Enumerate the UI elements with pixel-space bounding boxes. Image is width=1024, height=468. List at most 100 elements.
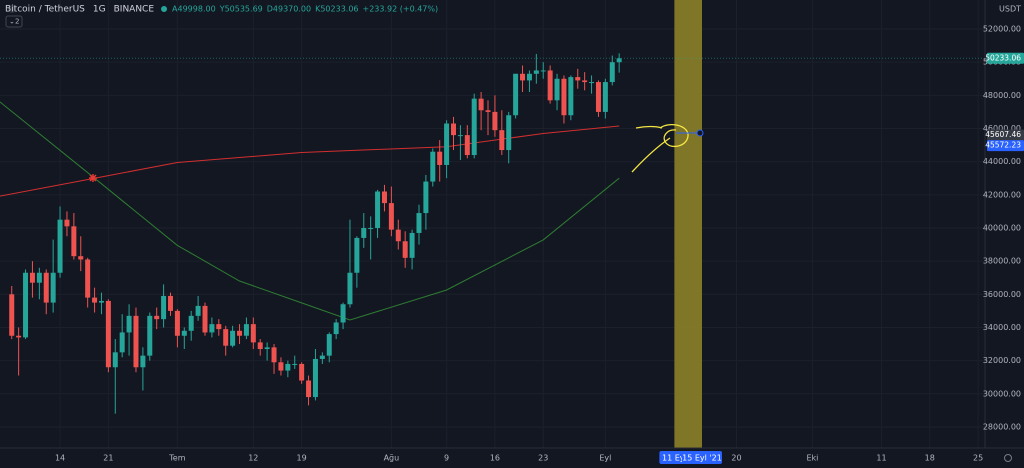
candle-body (195, 305, 201, 316)
candle-body (381, 191, 387, 204)
price-label-bg (987, 129, 1024, 141)
candle-body (430, 151, 436, 182)
x-tick-label: 25 (973, 454, 983, 463)
candle-body (402, 241, 408, 258)
candle-body (395, 229, 401, 242)
candle-body (9, 294, 15, 336)
price-label: 45607.46 (985, 130, 1021, 139)
candle-body (616, 58, 622, 63)
drawing-stroke (631, 137, 671, 173)
candle-body (92, 297, 98, 303)
candle-body (568, 77, 574, 116)
drawing-handle (696, 129, 704, 137)
y-tick-label: 40000.00 (983, 223, 1021, 232)
x-tick-label: 16 (490, 454, 500, 463)
status-dot (161, 6, 168, 12)
x-tick-label: 14 (55, 454, 65, 463)
x-tick-label: 9 (444, 454, 449, 463)
candle-body (36, 272, 42, 283)
ohlc-value: D49370.00 (267, 5, 311, 14)
candle-body (188, 315, 194, 331)
candle-body (237, 330, 243, 336)
candle-body (520, 73, 526, 81)
highlight-band (674, 0, 702, 448)
candle-body (388, 203, 394, 230)
candle-body (513, 73, 519, 116)
candle-body (223, 329, 229, 346)
candle-body (312, 358, 318, 398)
candle-body (126, 315, 132, 333)
range-label: 11 Eyl (662, 454, 687, 463)
candle-body (119, 332, 125, 353)
candle-body (292, 363, 298, 365)
candle-body (602, 82, 608, 112)
price-label: 45572.23 (985, 141, 1021, 150)
candle-body (112, 352, 118, 368)
x-tick-label: 23 (538, 454, 548, 463)
candle-body (478, 98, 484, 111)
x-tick-label: 19 (297, 454, 307, 463)
ohlc-value: A49998.00 (172, 5, 216, 14)
x-tick-label: 20 (731, 454, 741, 463)
candle-body (154, 315, 160, 320)
candle-body (78, 256, 84, 260)
candle-body (133, 315, 139, 368)
candle-body (457, 135, 463, 137)
y-tick-label: 52000.00 (983, 25, 1021, 34)
candle-body (464, 135, 470, 156)
x-tick-label: 21 (103, 454, 113, 463)
ohlc-value: +233.92 (+0.47%) (363, 5, 439, 14)
indicator-toggle[interactable] (5, 15, 23, 28)
candle-body (71, 226, 77, 257)
candle-body (561, 78, 567, 116)
candle-body (347, 272, 353, 305)
candle-body (230, 330, 236, 346)
x-tick-label: Eki (806, 454, 818, 463)
candle-body (582, 80, 588, 83)
currency: USDT (999, 5, 1021, 14)
candle-body (64, 219, 70, 227)
indicator-count: 2 (15, 18, 19, 26)
candle-body (575, 77, 581, 81)
candle-body (250, 324, 256, 343)
candle-body (85, 259, 91, 298)
candle-body (50, 272, 56, 303)
candle-body (416, 213, 422, 233)
y-tick-label: 34000.00 (983, 323, 1021, 332)
candle-body (547, 70, 553, 101)
ohlc-value: K50233.06 (315, 5, 358, 14)
y-tick-label: 28000.00 (983, 422, 1021, 431)
y-tick-label: 42000.00 (983, 190, 1021, 199)
candle-body (326, 334, 332, 356)
candle-body (29, 272, 35, 283)
moving-average (0, 101, 620, 321)
candle-body (437, 151, 443, 165)
candle-body (98, 300, 104, 303)
candle-body (506, 115, 512, 151)
symbol-icon (8, 5, 16, 13)
y-tick-label: 36000.00 (983, 290, 1021, 299)
candle-body (57, 219, 63, 273)
candle-body (589, 82, 595, 84)
candle-body (271, 347, 277, 363)
price-label: 50233.06 (985, 53, 1021, 62)
candle-body (471, 98, 477, 156)
candle-body (333, 322, 339, 335)
ohlc-value: Y50535.69 (219, 5, 263, 14)
y-tick-label: 46000.00 (983, 124, 1021, 133)
range-label: 15 Eyl '21 (682, 454, 722, 463)
candle-body (319, 355, 325, 359)
candle-body (43, 272, 49, 303)
candle-body (485, 110, 491, 112)
candle-body (526, 73, 532, 81)
x-tick-label: Ağu (384, 454, 400, 463)
y-tick-label: 44000.00 (983, 157, 1021, 166)
candle-body (161, 295, 167, 320)
settings-icon[interactable] (1004, 454, 1012, 462)
candle-body (444, 123, 450, 165)
candle-body (340, 304, 346, 323)
candle-body (595, 82, 601, 112)
candle-body (451, 123, 457, 136)
